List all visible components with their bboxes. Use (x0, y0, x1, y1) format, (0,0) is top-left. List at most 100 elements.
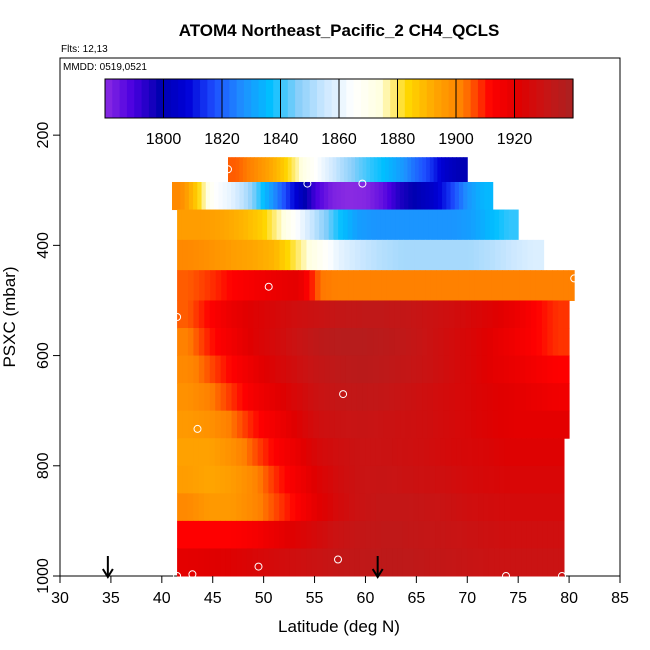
heatmap-cell (187, 465, 194, 494)
heatmap-cell (264, 328, 271, 357)
heatmap-cell (467, 548, 474, 577)
heatmap-cell (443, 410, 450, 439)
heatmap-cell (547, 410, 554, 439)
heatmap-cell (295, 548, 302, 577)
heatmap-cell (306, 438, 312, 467)
heatmap-cell (530, 383, 537, 412)
arrow-marker (371, 556, 384, 579)
colorbar-cell (141, 79, 150, 118)
heatmap-cell (225, 493, 232, 522)
heatmap-cell (413, 548, 420, 577)
heatmap-cell (386, 493, 393, 522)
heatmap-cell (265, 157, 270, 183)
heatmap-cell (193, 383, 200, 412)
heatmap-cell (279, 438, 286, 467)
sample-point (334, 555, 342, 564)
heatmap-cell (349, 239, 356, 271)
colorbar-cell (280, 79, 289, 118)
heatmap-cell (236, 383, 243, 412)
heatmap-cell (328, 181, 333, 211)
heatmap-cell (263, 465, 269, 494)
heatmap-cell (440, 548, 447, 577)
heatmap-cell (324, 328, 331, 357)
heatmap-cell (291, 383, 298, 412)
heatmap-cell (365, 548, 372, 577)
heatmap-cell (253, 410, 260, 439)
heatmap-cell (498, 300, 505, 329)
heatmap-cell (373, 157, 379, 183)
heatmap-cell (230, 493, 237, 522)
heatmap-cell (370, 493, 377, 522)
heatmap-cell (498, 328, 505, 357)
heatmap-cell (558, 493, 565, 522)
heatmap-cell (435, 239, 442, 271)
heatmap-cell (429, 157, 435, 183)
heatmap-cell (467, 493, 474, 522)
heatmap-cell (483, 465, 490, 494)
heatmap-cell (498, 383, 505, 412)
heatmap-cell (422, 355, 429, 384)
heatmap-cell (375, 465, 382, 494)
heatmap-cell (392, 239, 399, 271)
heatmap-cell (302, 355, 309, 384)
heatmap-cell (254, 270, 261, 301)
heatmap-cell (342, 270, 349, 301)
x-tick-label: 65 (407, 590, 425, 607)
heatmap-cell (257, 157, 263, 183)
heatmap-cell (328, 209, 334, 241)
heatmap-cell (399, 157, 405, 183)
heatmap-cell (359, 438, 366, 467)
heatmap-cell (332, 438, 339, 467)
heatmap-cell (472, 520, 479, 549)
heatmap-cell (318, 355, 325, 384)
heatmap-cell (225, 465, 232, 494)
heatmap-cell (408, 465, 415, 494)
heatmap-cell (318, 383, 325, 412)
heatmap-cell (392, 465, 398, 494)
heatmap-cell (454, 355, 461, 384)
heatmap-cell (332, 181, 338, 211)
heatmap-cell (425, 270, 432, 301)
heatmap-cell (242, 355, 249, 384)
colorbar-cell (324, 79, 333, 118)
heatmap-cell (547, 383, 554, 412)
heatmap-cell (210, 270, 217, 301)
heatmap-cell (416, 300, 423, 329)
colorbar-cell (543, 79, 552, 118)
heatmap-cell (354, 239, 361, 271)
heatmap-cell (177, 548, 183, 577)
heatmap-cell (351, 410, 358, 439)
heatmap-cell (361, 209, 368, 241)
heatmap-cell (373, 410, 380, 439)
heatmap-cell (449, 328, 456, 357)
heatmap-cell (413, 520, 420, 549)
heatmap-cell (399, 181, 405, 211)
heatmap-cell (209, 520, 216, 549)
heatmap-cell (476, 410, 483, 439)
heatmap-cell (473, 239, 480, 271)
heatmap-cell (180, 181, 186, 211)
heatmap-cell (386, 548, 393, 577)
heatmap-cell (220, 493, 226, 522)
heatmap-cell (292, 270, 299, 301)
heatmap-cell (411, 157, 416, 183)
heatmap-cell (360, 239, 367, 271)
heatmap-cell (182, 239, 189, 271)
heatmap-cell (392, 493, 398, 522)
heatmap-cell (193, 328, 200, 357)
heatmap-cell (514, 355, 521, 384)
heatmap-cell (370, 181, 376, 211)
heatmap-cell (177, 328, 184, 357)
heatmap-cell (531, 520, 538, 549)
heatmap-cell (418, 438, 425, 467)
heatmap-cell (468, 239, 475, 271)
heatmap-cell (301, 239, 307, 271)
heatmap-cell (553, 465, 560, 494)
heatmap-cell (313, 383, 320, 412)
heatmap-cell (182, 355, 189, 384)
heatmap-cell (317, 239, 324, 271)
heatmap-cell (268, 493, 275, 522)
chart-title: ATOM4 Northeast_Pacific_2 CH4_QCLS (179, 21, 500, 40)
heatmap-cell (483, 520, 490, 549)
heatmap-cell (537, 493, 543, 522)
